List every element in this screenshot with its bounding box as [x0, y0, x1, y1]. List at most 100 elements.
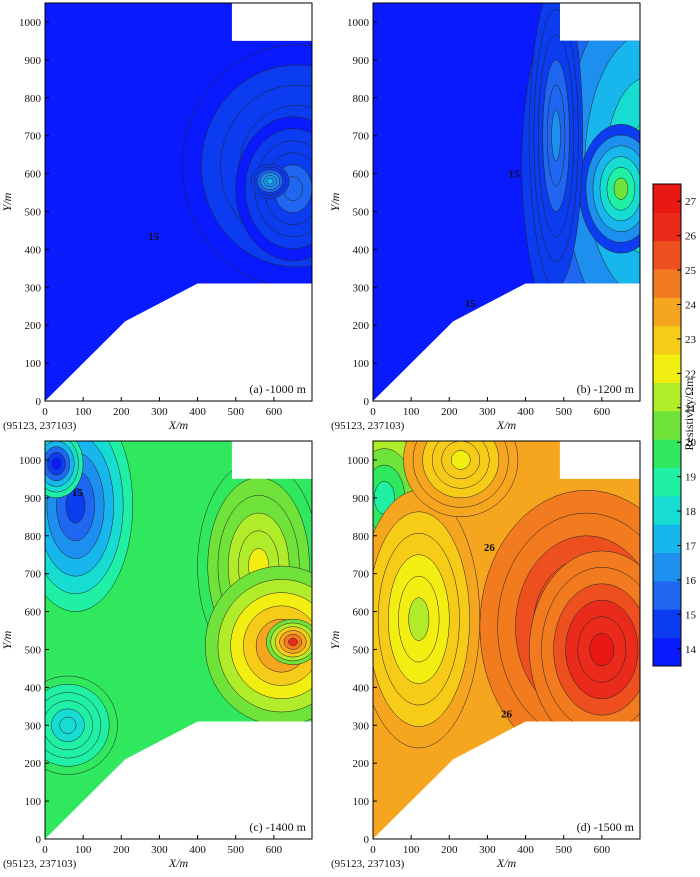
plot-frame: [372, 2, 641, 402]
colorbar-swatch: [653, 325, 681, 355]
contour-label: 26: [501, 709, 513, 721]
plot-frame: [44, 2, 313, 402]
y-tick-label: 500: [353, 206, 370, 218]
y-tick-label: 300: [25, 720, 42, 732]
y-tick-label: 600: [25, 169, 42, 181]
x-tick-label: 200: [113, 844, 130, 856]
x-tick-label: 600: [594, 406, 611, 418]
y-tick-label: 400: [353, 244, 370, 256]
x-tick-label: 100: [403, 844, 420, 856]
y-tick-label: 100: [353, 796, 370, 808]
panel-label: (d) -1500 m: [577, 820, 635, 834]
resistivity-field: [373, 3, 640, 401]
colorbar-tick-label: 22: [685, 368, 696, 380]
panel-label: (c) -1400 m: [249, 820, 306, 834]
colorbar-swatch: [653, 184, 681, 213]
y-tick-label: 700: [353, 131, 370, 143]
y-tick-label: 300: [353, 720, 370, 732]
colorbar-tick-label: 25: [685, 265, 697, 277]
y-tick-label: 1000: [19, 17, 42, 29]
colorbar-tick-label: 18: [685, 506, 697, 518]
x-tick-label: 300: [479, 406, 496, 418]
colorbar-frame: [652, 183, 682, 667]
colorbar-swatch: [653, 580, 681, 610]
y-axis-label: Y/m: [0, 630, 14, 649]
y-tick-label: 600: [353, 169, 370, 181]
x-tick-label: 0: [370, 406, 376, 418]
contour-body: [589, 632, 615, 667]
panel-a: 15 0 100 200 300 400 500 600 0 100 200 300 400 500 600…: [0, 2, 313, 432]
y-axis-label: Y/m: [0, 192, 14, 211]
x-tick-label: 0: [42, 406, 48, 418]
y-tick-label: 0: [36, 396, 42, 408]
colorbar-swatch: [653, 382, 681, 412]
colorbar-swatch: [653, 524, 681, 554]
resistivity-field: [45, 3, 312, 401]
colorbar-swatch: [653, 269, 681, 298]
colorbar-tick-label: 24: [685, 300, 697, 312]
x-axis-label: X/m: [496, 856, 517, 870]
contour-body: [288, 637, 298, 646]
contour-body: [551, 110, 561, 162]
y-tick-label: 500: [353, 644, 370, 656]
panel-label: (b) -1200 m: [577, 382, 635, 396]
y-tick-label: 800: [25, 93, 42, 105]
y-tick-label: 500: [25, 206, 42, 218]
y-tick-label: 600: [353, 607, 370, 619]
colorbar-swatch: [653, 410, 681, 440]
y-tick-label: 700: [25, 131, 42, 143]
x-tick-label: 500: [555, 406, 572, 418]
y-tick-label: 600: [25, 607, 42, 619]
colorbar-swatch: [653, 354, 681, 383]
y-tick-label: 100: [25, 796, 42, 808]
x-tick-label: 200: [113, 406, 130, 418]
colorbar-tick-label: 27: [685, 196, 697, 208]
colorbar-swatch: [653, 552, 681, 582]
x-tick-label: 400: [517, 406, 534, 418]
y-tick-label: 800: [353, 93, 370, 105]
y-tick-label: 200: [25, 758, 42, 770]
resistivity-field: [373, 441, 640, 839]
y-tick-label: 400: [25, 682, 42, 694]
x-tick-label: 600: [594, 844, 611, 856]
x-tick-label: 300: [151, 844, 168, 856]
contour-body: [450, 450, 471, 470]
origin-label: (95123, 237103): [331, 420, 405, 432]
y-axis-label: Y/m: [328, 630, 342, 649]
contour-body: [51, 457, 62, 470]
y-tick-label: 700: [353, 569, 370, 581]
panel-label: (a) -1000 m: [249, 382, 306, 396]
x-tick-label: 200: [441, 844, 458, 856]
origin-label: (95123, 237103): [331, 858, 405, 870]
plot-frame: [372, 440, 641, 840]
x-tick-label: 400: [189, 844, 206, 856]
contour-label: 15: [509, 168, 520, 180]
x-tick-label: 400: [189, 406, 206, 418]
colorbar-swatch: [653, 495, 681, 525]
colorbar-tick-label: 21: [685, 403, 696, 415]
panel-b: 15 15 0 100 200 300 400 500 600 0 100 200 300 400 500 6…: [328, 2, 641, 432]
contour-body: [408, 597, 430, 641]
colorbar-tick-label: 26: [685, 231, 697, 243]
colorbar: Resistivity/Ωm 14 15 16 17 18 19 20 21 22 23 24 25 2…: [652, 183, 697, 667]
y-tick-label: 100: [353, 358, 370, 370]
y-tick-label: 1000: [347, 455, 370, 467]
colorbar-swatch: [653, 467, 681, 497]
x-tick-label: 100: [403, 406, 420, 418]
y-tick-label: 0: [364, 396, 370, 408]
y-tick-label: 900: [25, 55, 42, 67]
y-tick-label: 900: [25, 493, 42, 505]
y-tick-label: 900: [353, 493, 370, 505]
x-tick-label: 500: [555, 844, 572, 856]
colorbar-swatch: [653, 212, 681, 242]
y-tick-label: 300: [353, 282, 370, 294]
x-tick-label: 500: [227, 844, 244, 856]
panel-d: 26 26 0 100 200 300 400 500 600 0 100 200 300 400 500 6…: [328, 440, 641, 870]
x-tick-label: 400: [517, 844, 534, 856]
y-tick-label: 500: [25, 644, 42, 656]
y-axis-label: Y/m: [328, 192, 342, 211]
colorbar-swatch: [653, 439, 681, 469]
colorbar-tick-label: 20: [685, 437, 697, 449]
contour-body: [266, 178, 274, 185]
